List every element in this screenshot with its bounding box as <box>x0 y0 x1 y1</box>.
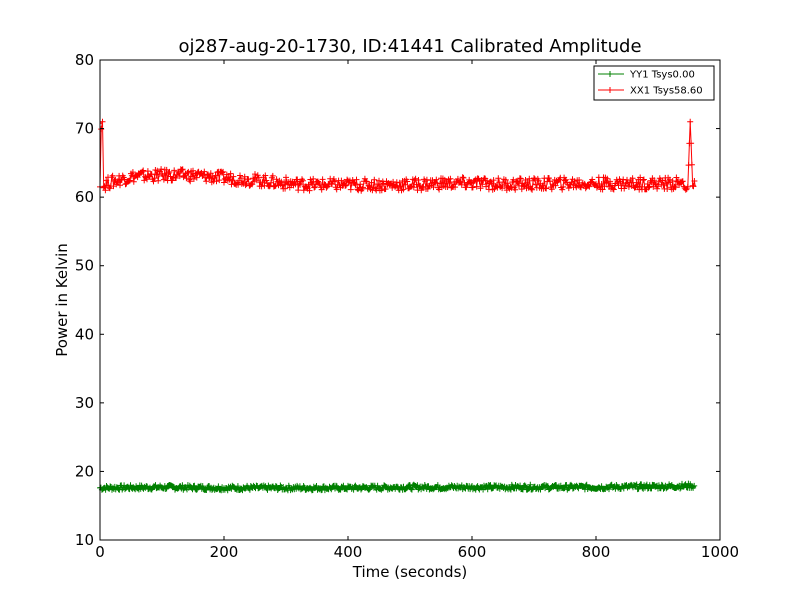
data-point <box>533 183 535 185</box>
data-point <box>100 122 103 124</box>
data-point <box>657 485 659 488</box>
data-point <box>254 179 256 181</box>
data-point <box>471 486 473 489</box>
data-point <box>409 184 411 186</box>
data-point <box>682 182 684 185</box>
data-point <box>130 175 132 178</box>
data-point <box>285 487 287 489</box>
data-point <box>595 182 597 185</box>
series-layer <box>97 118 698 494</box>
legend-label-xx1: XX1 Tsys58.60 <box>630 86 703 97</box>
y-tick-label: 80 <box>75 51 94 69</box>
y-axis-label: Power in Kelvin <box>53 243 71 357</box>
x-tick-label: 200 <box>210 543 239 561</box>
legend-label-yy1: YY1 Tsys0.00 <box>629 70 695 81</box>
y-axis: 10 20 30 40 50 60 70 80 <box>75 51 720 549</box>
legend-marker-xx1 <box>607 87 613 93</box>
data-point <box>105 182 107 185</box>
y-tick-label: 20 <box>75 462 94 480</box>
legend-box <box>593 65 715 101</box>
data-point <box>595 486 597 489</box>
y-tick-label: 10 <box>75 531 94 549</box>
data-point <box>440 182 442 185</box>
data-point <box>694 185 696 187</box>
data-point <box>502 183 504 185</box>
data-point <box>626 182 628 185</box>
y-tick-label: 50 <box>75 257 94 275</box>
series-1-line <box>99 121 696 193</box>
data-point <box>691 185 694 187</box>
y-tick-label: 60 <box>75 188 94 206</box>
data-point <box>102 186 105 188</box>
data-point <box>223 487 225 489</box>
data-point <box>161 174 163 176</box>
data-point <box>285 182 287 185</box>
data-point <box>347 184 349 186</box>
y-tick-label: 70 <box>75 120 94 138</box>
x-tick-label: 0 <box>95 543 105 561</box>
data-point <box>533 486 535 489</box>
data-point <box>161 486 163 489</box>
series-0-line <box>99 482 696 492</box>
data-point <box>686 186 689 188</box>
data-point <box>101 120 104 123</box>
y-tick-label: 40 <box>75 325 94 343</box>
data-point <box>347 487 349 489</box>
data-point <box>471 182 473 185</box>
series-0 <box>97 480 698 494</box>
chart-title: oj287-aug-20-1730, ID:41441 Calibrated A… <box>178 36 641 57</box>
data-point <box>316 184 318 186</box>
x-tick-label: 400 <box>334 543 363 561</box>
data-point <box>694 485 696 488</box>
x-tick-label: 600 <box>458 543 487 561</box>
data-point <box>409 486 411 489</box>
data-point <box>378 184 380 186</box>
legend-marker-yy1 <box>607 71 613 77</box>
data-point <box>691 485 693 487</box>
plot-frame <box>99 59 721 541</box>
data-point <box>223 177 225 179</box>
x-axis-label: Time (seconds) <box>352 563 468 581</box>
data-point <box>192 174 194 176</box>
plot-area <box>100 60 720 540</box>
x-tick-label: 1000 <box>701 543 739 561</box>
data-point <box>689 120 692 123</box>
x-tick-label: 800 <box>582 543 611 561</box>
legend: YY1 Tsys0.00 XX1 Tsys58.60 <box>593 65 715 101</box>
y-tick-label: 30 <box>75 394 94 412</box>
data-point <box>657 182 659 185</box>
data-point <box>564 182 566 185</box>
x-axis: 0 200 400 600 800 1000 <box>95 60 739 561</box>
